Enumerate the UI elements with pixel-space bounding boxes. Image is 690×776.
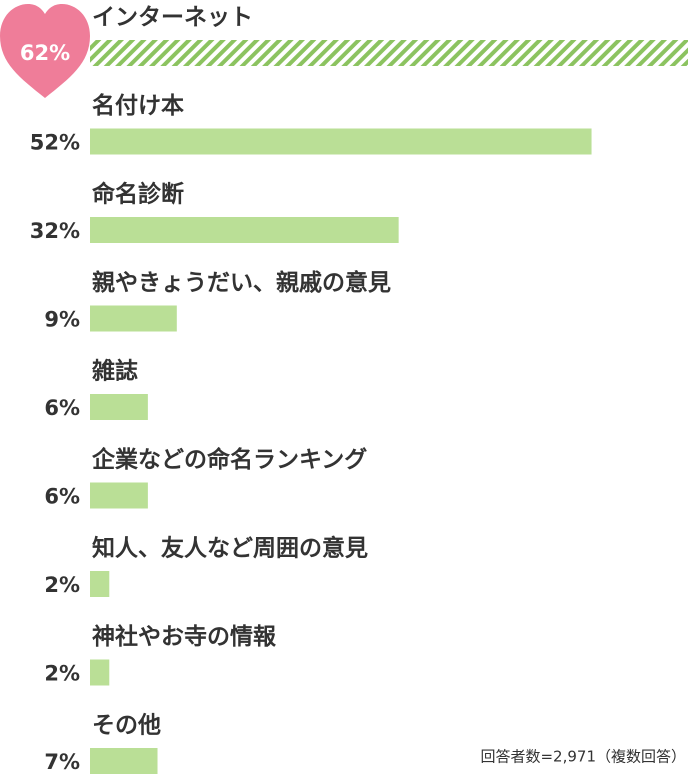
value-label: 2% bbox=[44, 662, 80, 686]
category-label: 雑誌 bbox=[91, 358, 138, 385]
value-label: 32% bbox=[30, 219, 80, 243]
category-label: 企業などの命名ランキング bbox=[91, 446, 367, 473]
bar bbox=[90, 305, 177, 332]
note: 回答者数=2,971（複数回答） bbox=[480, 748, 686, 766]
bar bbox=[90, 748, 158, 774]
value-label: 52% bbox=[30, 131, 80, 155]
value-label: 62% bbox=[20, 41, 70, 65]
value-label: 7% bbox=[44, 750, 80, 774]
bar bbox=[90, 482, 148, 509]
bar bbox=[90, 40, 688, 66]
category-label: その他 bbox=[92, 713, 161, 739]
bar bbox=[90, 394, 148, 420]
category-label: 親やきょうだい、親戚の意見 bbox=[92, 269, 391, 296]
value-label: 9% bbox=[44, 308, 80, 332]
bar bbox=[90, 128, 592, 155]
category-label: 命名診断 bbox=[92, 181, 184, 208]
category-label: 名付け本 bbox=[92, 92, 184, 119]
value-label: 2% bbox=[44, 573, 80, 597]
bar bbox=[90, 571, 110, 597]
value-label: 6% bbox=[44, 396, 80, 420]
bar bbox=[90, 659, 110, 686]
value-label: 6% bbox=[44, 485, 80, 509]
category-label: 神社やお寺の情報 bbox=[92, 623, 277, 650]
category-label: インターネット bbox=[92, 5, 253, 31]
category-label: 知人、友人など周囲の意見 bbox=[92, 535, 368, 562]
bar bbox=[90, 217, 399, 243]
heart-badge bbox=[0, 4, 90, 98]
